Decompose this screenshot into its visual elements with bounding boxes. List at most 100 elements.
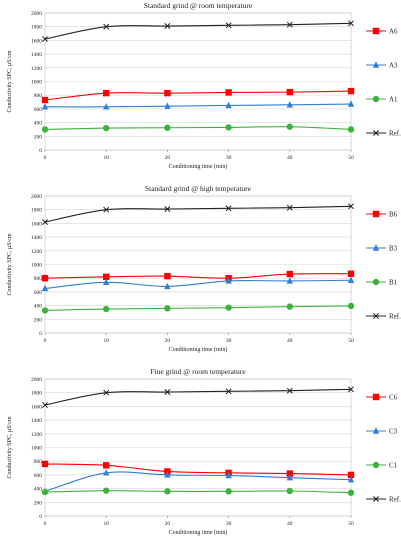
y-tick-label: 1000: [31, 263, 42, 269]
legend-marker: [372, 427, 380, 434]
x-tick-label: 40: [287, 155, 293, 161]
x-tick-label: 0: [44, 521, 47, 527]
legend-entry: A6: [366, 28, 398, 36]
y-tick-label: 2000: [31, 194, 42, 200]
plot-frame: [44, 12, 352, 151]
data-point: [286, 204, 293, 211]
y-tick-label: 1000: [31, 80, 42, 86]
x-tick-label: 20: [165, 155, 171, 161]
data-point: [164, 471, 171, 478]
legend-label: A1: [389, 96, 398, 104]
data-point: [286, 123, 293, 130]
x-tick-label: 20: [165, 338, 171, 344]
data-point: [286, 487, 293, 495]
data-point: [164, 89, 171, 97]
x-tick-label: 50: [348, 155, 354, 161]
series-b6: [41, 270, 355, 282]
y-axis-label: Conductivity SPC, μS/cm: [7, 233, 13, 295]
data-point: [347, 276, 355, 283]
y-tick-label: 1800: [31, 208, 42, 214]
legend-label: Ref.: [389, 130, 401, 138]
legend-entry: Ref.: [366, 130, 401, 138]
y-tick-label: 1000: [31, 446, 42, 452]
series-line: [44, 305, 352, 311]
legend-label: Ref.: [389, 496, 401, 504]
y-tick-label: 0: [39, 331, 42, 337]
series-line: [44, 22, 352, 40]
y-tick-label: 1400: [31, 418, 42, 424]
chart-panel: Standard grind @ high temperature0200400…: [7, 184, 401, 353]
series-line: [44, 471, 352, 492]
data-point: [286, 470, 293, 477]
data-point: [164, 488, 171, 495]
data-point: [225, 388, 232, 395]
y-tick-label: 400: [34, 304, 43, 310]
x-tick-label: 40: [287, 521, 293, 527]
series-a6: [41, 87, 355, 104]
data-point: [41, 307, 49, 314]
legend-entry: Ref.: [366, 496, 401, 504]
data-point: [41, 126, 49, 133]
legend-entry: A1: [366, 96, 398, 104]
data-point: [225, 488, 232, 495]
y-tick-label: 600: [34, 107, 43, 113]
data-point: [225, 22, 232, 29]
y-axis-label: Conductivity SPC, μS/cm: [7, 50, 13, 112]
legend-marker: [372, 393, 380, 401]
y-tick-label: 400: [34, 487, 43, 493]
series-b3: [41, 276, 355, 292]
data-point: [164, 272, 171, 280]
data-point: [286, 387, 293, 394]
data-point: [42, 36, 48, 42]
data-point: [103, 124, 110, 132]
data-point: [103, 305, 110, 313]
series-ref: [42, 20, 354, 42]
x-axis-label: Conditioning time (min): [169, 346, 228, 353]
chart-title: Fine grind @ room temperature: [150, 367, 246, 376]
legend-marker: [372, 210, 380, 218]
y-tick-label: 1200: [31, 249, 42, 255]
y-tick-label: 1800: [31, 25, 42, 31]
data-point: [164, 102, 171, 109]
data-point: [103, 273, 110, 281]
y-tick-label: 1400: [31, 235, 42, 241]
series-a3: [41, 100, 355, 110]
legend-entry: C6: [366, 394, 398, 402]
legend-label: B1: [389, 279, 398, 287]
data-point: [41, 460, 49, 468]
y-tick-label: 800: [34, 276, 43, 282]
x-tick-label: 10: [103, 521, 109, 527]
legend-entry: B1: [366, 279, 398, 287]
data-point: [164, 124, 171, 131]
data-point: [225, 304, 232, 311]
x-tick-label: 30: [226, 338, 232, 344]
y-tick-label: 800: [34, 459, 43, 465]
data-point: [42, 219, 48, 225]
data-point: [164, 206, 171, 212]
data-point: [103, 103, 110, 110]
legend-marker: [372, 95, 380, 103]
legend-marker: [372, 27, 380, 35]
legend-marker: [372, 278, 380, 286]
data-point: [286, 277, 293, 284]
legend-label: C6: [389, 394, 398, 402]
legend-label: C3: [389, 428, 398, 436]
data-point: [164, 23, 171, 29]
y-tick-label: 200: [34, 134, 43, 140]
data-point: [41, 103, 49, 110]
data-point: [41, 275, 49, 282]
legend-entry: A3: [366, 61, 398, 70]
legend-label: Ref.: [389, 313, 401, 321]
data-point: [347, 302, 355, 310]
data-point: [164, 305, 171, 312]
y-tick-label: 400: [34, 121, 43, 127]
data-point: [41, 96, 49, 104]
data-point: [103, 89, 110, 97]
legend-entry: Ref.: [366, 313, 401, 321]
x-tick-label: 10: [103, 338, 109, 344]
series-line: [44, 388, 352, 406]
data-point: [103, 469, 110, 476]
data-point: [164, 389, 171, 395]
series-line: [44, 126, 352, 130]
legend-entry: C3: [366, 427, 398, 436]
